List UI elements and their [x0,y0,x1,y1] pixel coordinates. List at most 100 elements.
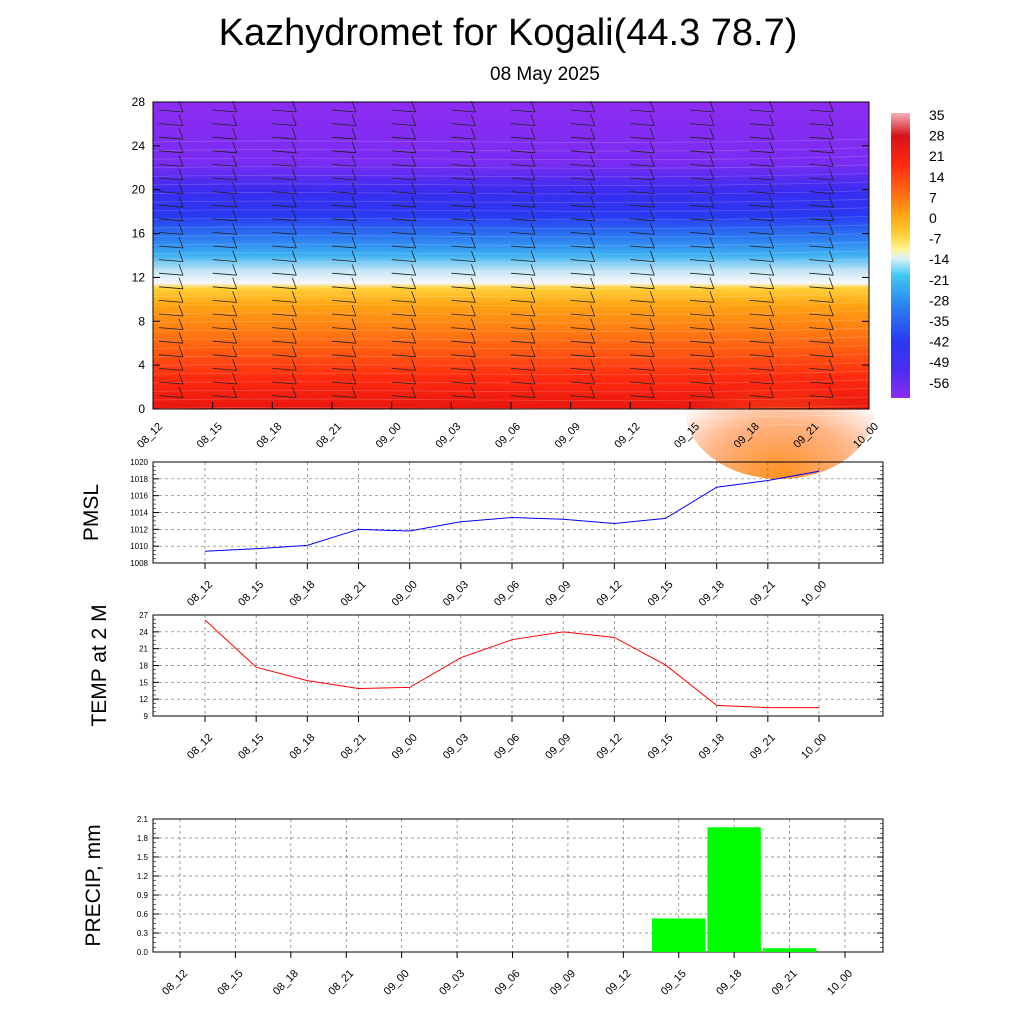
wind-barb-feather [232,182,238,194]
wind-barb-feather [411,264,417,276]
wind-barb-feather [178,236,184,249]
colorbar-label: 28 [929,128,945,144]
wind-barb-feather [530,332,536,344]
wind-barb [510,264,536,276]
y-axis-title: PRECIP, mm [82,824,105,946]
contour-line [152,405,870,410]
wind-barb-shaft [212,136,237,140]
wind-barb [630,386,655,398]
wind-barb [451,359,476,371]
wind-barb [272,291,297,303]
wind-barb-shaft [510,327,536,330]
wind-barb [272,196,297,208]
wind-barb-feather [291,386,297,398]
wind-barb [749,223,775,235]
wind-barb-shaft [809,395,834,398]
wind-barb-shaft [809,286,834,290]
wind-barb [809,128,834,140]
contour-line [152,155,870,161]
wind-barb [630,168,655,181]
wind-barb-shaft [749,245,774,249]
wind-barb [272,223,297,235]
contour-line [152,173,870,178]
wind-barb-shaft [689,340,715,344]
contour-line [152,259,870,264]
wind-barb [272,155,297,167]
wind-barb [749,236,775,249]
wind-barb [331,372,357,385]
wind-barb-feather [649,128,655,140]
wind-barb-feather [649,182,655,194]
wind-barb-feather [590,291,596,303]
wind-barb [510,196,536,208]
ytick-label: 0.0 [137,948,149,957]
wind-barb [809,318,834,330]
wind-barb-feather [351,304,357,317]
wind-barb [630,155,655,167]
wind-barb-feather [178,141,184,153]
wind-barb-shaft [809,123,834,126]
wind-barb-shaft [451,150,476,154]
wind-barb-shaft [570,340,595,344]
contour-line [152,207,870,212]
xtick-label: 09_15 [646,579,676,609]
contour-line [152,388,870,393]
xtick-label: 09_09 [543,579,573,609]
wind-barb-shaft [630,164,655,167]
wind-barb-shaft [510,272,536,276]
wind-barb-feather [470,155,476,167]
wind-barb-feather [411,196,417,208]
wind-barb-shaft [510,259,536,262]
wind-barb-shaft [689,123,715,126]
wind-barb-shaft [809,327,834,330]
precip-bar [707,827,761,952]
wind-barb-feather [530,100,536,113]
wind-barb-shaft [510,218,536,222]
wind-barb [451,345,476,358]
wind-barb-shaft [630,368,655,371]
wind-barb-shaft [570,300,595,303]
precip-panel: 0.0 0.3 0.6 0.9 1.2 1.5 1.8 2.1 08_12 08_15 08_18 0… [82,815,884,998]
wind-barb [749,277,775,290]
wind-barb-shaft [272,191,297,194]
wind-barb-shaft [331,286,357,290]
precip-bar [652,918,706,952]
wind-barb-feather [411,168,417,181]
wind-barb [570,209,596,222]
wind-barb [749,264,775,276]
wind-barb [451,250,476,262]
wind-barb [331,141,357,154]
wind-barb-shaft [158,109,184,113]
wind-barb-shaft [272,177,297,181]
wind-barb [510,318,536,330]
wind-barb [158,318,184,330]
wind-barb-shaft [212,177,237,181]
colorbar-label: -49 [929,354,949,370]
wind-barb-feather [178,209,184,221]
wind-barb-feather [470,318,476,330]
wind-barb [689,332,715,344]
wind-barb-feather [769,100,775,113]
wind-barb [451,318,476,330]
wind-barb-feather [590,155,596,167]
wind-barb [630,264,655,276]
section-xtick-label: 08_12 [135,421,165,451]
wind-barb-feather [649,236,655,249]
y-axis-title: TEMP at 2 M [88,604,111,726]
wind-barb [272,114,297,126]
wind-barb-feather [709,277,715,289]
wind-barb-shaft [689,300,715,303]
wind-barb [451,291,476,303]
wind-barb [331,386,357,398]
wind-barb-feather [590,168,596,181]
wind-barb-feather [291,182,297,194]
wind-barb [212,264,238,276]
wind-barb-feather [470,277,476,289]
wind-barb-feather [470,291,476,303]
wind-barb-shaft [212,150,237,154]
wind-barb-shaft [689,218,715,222]
wind-barb [570,168,596,181]
wind-barb [272,264,297,276]
wind-barb-shaft [749,177,774,181]
xtick-label: 08_12 [185,732,215,762]
